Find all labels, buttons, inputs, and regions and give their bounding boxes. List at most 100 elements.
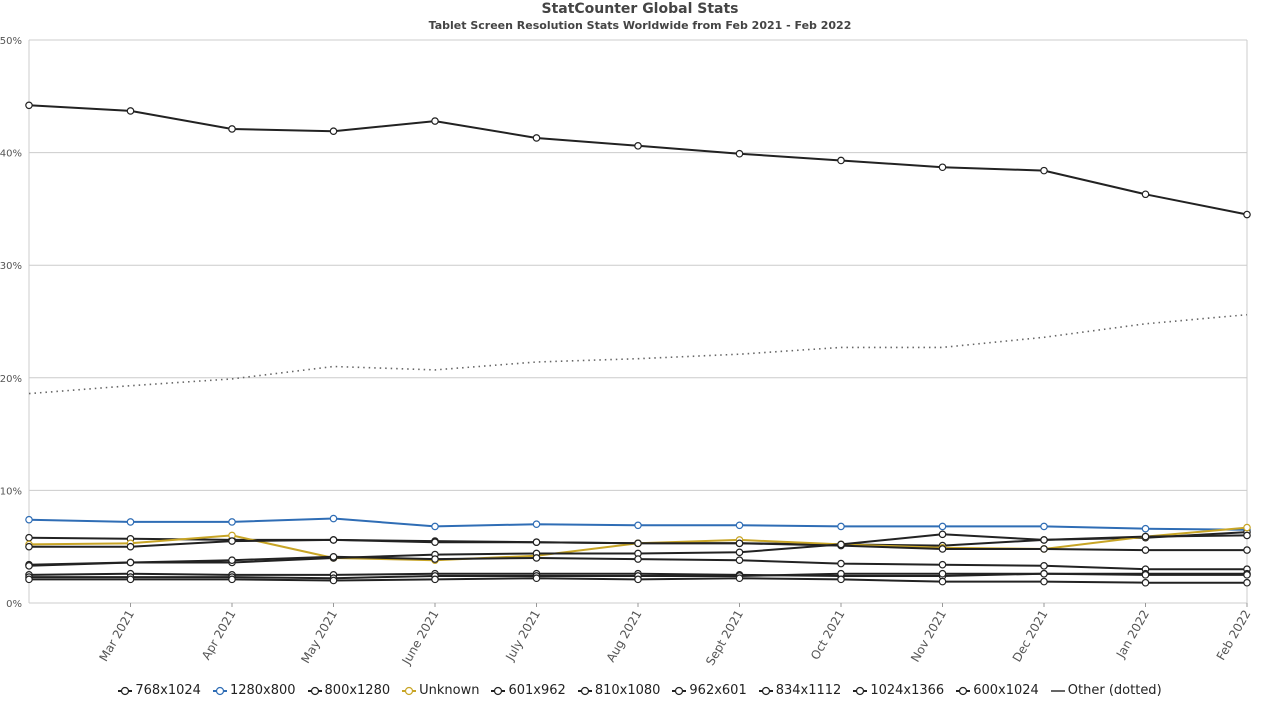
x-tick-label: Oct 2021 bbox=[808, 608, 848, 663]
data-point bbox=[329, 576, 338, 585]
data-point bbox=[634, 521, 642, 530]
data-point bbox=[1040, 569, 1048, 578]
data-point bbox=[1243, 523, 1251, 532]
x-tick-label: July 2021 bbox=[503, 608, 544, 664]
data-point bbox=[25, 542, 33, 551]
data-point bbox=[1141, 546, 1150, 554]
circle-marker-icon bbox=[956, 686, 971, 695]
data-point bbox=[837, 575, 845, 584]
legend-item[interactable]: 962x601 bbox=[672, 683, 747, 698]
data-point bbox=[735, 556, 744, 565]
data-point bbox=[1040, 522, 1048, 531]
data-point bbox=[25, 515, 33, 524]
chart-subtitle: Tablet Screen Resolution Stats Worldwide… bbox=[428, 19, 852, 32]
data-point bbox=[1040, 536, 1048, 544]
circle-marker-icon bbox=[307, 686, 322, 695]
data-point bbox=[126, 518, 135, 526]
x-tick-label: Jan 2022 bbox=[1113, 608, 1152, 662]
legend-item[interactable]: 601x962 bbox=[491, 683, 566, 698]
x-tick-label: Apr 2021 bbox=[199, 608, 239, 663]
data-point bbox=[532, 134, 541, 142]
circle-marker-icon bbox=[672, 686, 687, 695]
y-tick-label: 20% bbox=[0, 374, 22, 385]
data-point bbox=[1243, 578, 1251, 587]
data-point bbox=[735, 149, 744, 158]
data-point bbox=[329, 127, 338, 136]
data-point bbox=[938, 163, 947, 172]
line-chart: 0% 10% 20% 30% 40% 50% Mar 2021 Apr 2021 May 202… bbox=[0, 36, 1254, 668]
data-point bbox=[938, 530, 947, 539]
data-point bbox=[329, 553, 338, 561]
data-point bbox=[126, 558, 135, 567]
data-point bbox=[938, 545, 947, 553]
data-point bbox=[25, 101, 33, 110]
legend-label: 1280x800 bbox=[229, 683, 296, 698]
data-point bbox=[228, 518, 236, 526]
data-point bbox=[1243, 546, 1251, 554]
y-tick-label: 10% bbox=[0, 486, 22, 497]
y-tick-label: 0% bbox=[6, 599, 22, 610]
data-point bbox=[1243, 571, 1251, 579]
x-tick-label: Nov 2021 bbox=[908, 608, 949, 665]
data-point bbox=[431, 538, 439, 546]
data-point bbox=[837, 156, 845, 165]
data-point bbox=[938, 569, 947, 578]
legend-item[interactable]: 1024x1366 bbox=[853, 683, 944, 698]
data-point bbox=[1141, 578, 1150, 587]
data-point bbox=[735, 521, 744, 530]
series-line bbox=[28, 104, 1248, 216]
data-point bbox=[634, 142, 642, 150]
x-tick-label: June 2021 bbox=[399, 608, 442, 668]
data-point bbox=[25, 533, 33, 542]
legend-item[interactable]: Unknown bbox=[402, 683, 479, 698]
data-point bbox=[25, 575, 33, 584]
legend-label: 601x962 bbox=[508, 683, 566, 698]
data-point bbox=[634, 575, 642, 584]
circle-marker-icon bbox=[491, 686, 506, 695]
data-point bbox=[532, 538, 541, 546]
x-tick-label: Sept 2021 bbox=[703, 608, 746, 668]
x-tick-label: Aug 2021 bbox=[604, 608, 645, 665]
legend-label: 800x1280 bbox=[324, 683, 391, 698]
x-tick-label: Feb 2022 bbox=[1214, 608, 1254, 663]
data-point bbox=[431, 575, 439, 584]
circle-marker-icon bbox=[212, 686, 227, 695]
data-point bbox=[228, 575, 236, 584]
legend-item[interactable]: 1280x800 bbox=[212, 683, 296, 698]
data-point bbox=[431, 555, 439, 563]
data-point bbox=[228, 125, 236, 133]
legend-label: 600x1024 bbox=[973, 683, 1039, 698]
data-point bbox=[1141, 532, 1150, 541]
data-point bbox=[532, 520, 541, 528]
circle-marker-icon bbox=[402, 686, 417, 695]
data-point bbox=[126, 575, 135, 584]
data-point bbox=[938, 560, 947, 569]
legend-label: 962x601 bbox=[689, 683, 747, 698]
legend-item[interactable]: 600x1024 bbox=[956, 683, 1039, 698]
circle-marker-icon bbox=[853, 686, 868, 695]
data-point bbox=[735, 548, 744, 557]
chart-legend: 768x1024 1280x800 800x1280 Unknown 601x962 81… bbox=[0, 683, 1280, 698]
legend-item[interactable]: Other (dotted) bbox=[1050, 683, 1162, 698]
data-point bbox=[1040, 562, 1048, 570]
legend-item[interactable]: 768x1024 bbox=[118, 683, 201, 698]
legend-item[interactable]: 834x1112 bbox=[758, 683, 841, 698]
x-tick-label: Mar 2021 bbox=[96, 608, 137, 664]
legend-label: 810x1080 bbox=[594, 683, 661, 698]
legend-label: Other (dotted) bbox=[1067, 683, 1162, 698]
legend-item[interactable]: 800x1280 bbox=[307, 683, 391, 698]
data-point bbox=[431, 522, 439, 531]
legend-label: Unknown bbox=[419, 683, 480, 698]
data-point bbox=[1040, 545, 1048, 553]
data-point bbox=[1141, 571, 1150, 579]
data-point bbox=[1040, 166, 1048, 175]
legend-item[interactable]: 810x1080 bbox=[577, 683, 661, 698]
data-point bbox=[532, 574, 541, 583]
y-tick-label: 40% bbox=[0, 149, 22, 160]
data-point bbox=[1243, 531, 1251, 540]
data-point bbox=[1040, 577, 1048, 586]
data-point bbox=[329, 536, 338, 544]
data-point bbox=[126, 542, 135, 551]
x-tick-label: Dec 2021 bbox=[1010, 608, 1051, 665]
line-swatch-icon bbox=[1050, 689, 1065, 692]
